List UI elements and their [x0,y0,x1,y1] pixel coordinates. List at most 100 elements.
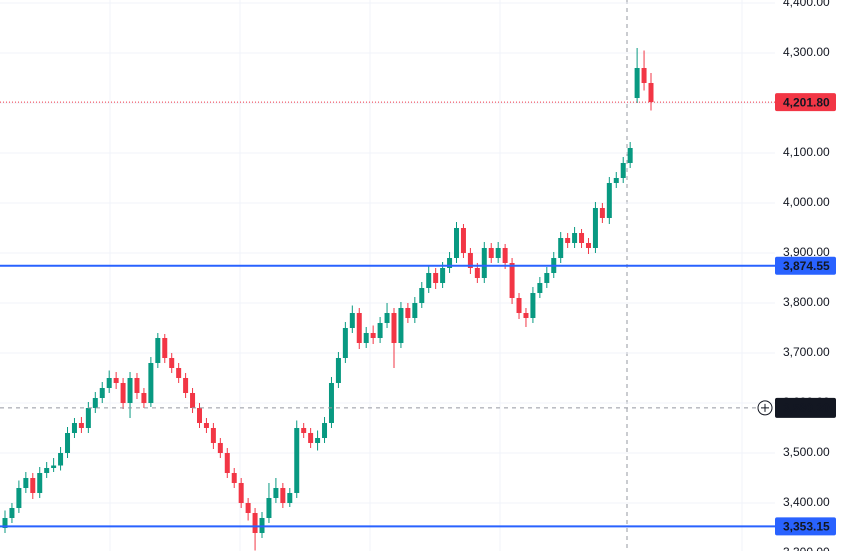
candle-body [301,428,307,433]
candle-body [384,313,390,323]
candle-body [433,273,439,283]
candle-body [537,283,543,293]
candle-body [245,503,251,513]
candle-body [23,478,29,488]
candle-body [370,333,376,338]
y-tick-label: 3,900.00 [783,245,830,259]
crosshair-label-bg [775,397,836,418]
candle-body [238,483,244,503]
candle-body [106,378,112,388]
candle-body [641,68,647,83]
candle-body [523,313,529,318]
candle-body [377,323,383,338]
candle-body [294,428,300,493]
candle-body [280,488,286,503]
candle-body [65,433,71,453]
candle-body [287,493,293,503]
y-tick-label: 3,800.00 [783,295,830,309]
candle-body [579,233,585,243]
candle-body [266,498,272,518]
candle-body [558,238,564,258]
candle-body [141,393,147,403]
y-tick-label: 3,500.00 [783,445,830,459]
candle-body [92,398,98,408]
candle-body [162,338,168,358]
y-tick-label: 3,700.00 [783,345,830,359]
candle-body [454,228,460,258]
y-tick-label: 4,100.00 [783,145,830,159]
candle-body [627,148,633,163]
candle-body [78,423,84,428]
price-label: 3,874.55 [783,259,830,273]
candle-body [120,383,126,403]
price-label-bg [775,256,836,275]
price-label: 3,353.15 [783,520,830,534]
candle-body [363,333,369,343]
candle-body [196,408,202,423]
candle-body [440,268,446,283]
candle-body [328,383,334,423]
candle-body [349,313,355,328]
candle-body [127,378,133,403]
price-label: 4,201.80 [783,95,830,109]
candle-body [210,428,216,443]
candle-body [530,293,536,318]
candle-body [37,473,43,493]
candle-body [356,313,362,343]
candle-body [419,288,425,303]
candle-body [572,233,578,243]
candle-body [2,518,8,528]
candle-body [606,183,612,218]
candle-body [51,465,57,468]
candle-body [85,408,91,428]
candle-body [391,313,397,343]
candle-body [113,378,119,383]
candle-body [134,378,140,393]
candle-body [148,363,154,403]
candle-body [474,268,480,278]
candle-body [183,378,189,393]
candle-body [273,488,279,498]
candle-body [613,178,619,183]
candle-body [620,163,626,178]
candle-body [648,83,654,103]
candle-body [44,468,50,473]
candle-body [99,388,105,398]
candle-body [335,358,341,383]
candle-body [16,488,22,508]
candle-body [585,243,591,248]
candle-body [308,433,314,443]
candle-body [169,358,175,368]
candle-body [9,508,15,518]
crosshair-label: 3,590.20 [783,401,830,415]
candle-body [516,298,522,313]
candle-body [426,273,432,288]
candle-body [155,338,161,363]
candle-body [447,258,453,268]
candle-body [634,68,640,98]
candle-body [315,438,321,443]
candle-body [398,308,404,343]
price-label-bg [775,517,836,536]
plus-icon [761,403,769,412]
candle-body [190,393,196,408]
price-label-bg [775,93,836,112]
candle-body [544,273,550,283]
candle-body [203,423,209,428]
candle-body [467,253,473,268]
candle-body [509,263,515,298]
candle-body [71,423,77,433]
candle-body [231,473,237,483]
candle-body [342,328,348,358]
y-tick-label: 3,300.00 [783,545,830,551]
y-tick-label: 4,400.00 [783,0,830,9]
candle-body [224,453,230,473]
candle-body [488,248,494,258]
candle-body [322,423,328,438]
candle-body [412,303,418,318]
candle-body [495,248,501,258]
candle-body [58,453,64,466]
candle-body [502,248,508,263]
candle-body [481,248,487,278]
